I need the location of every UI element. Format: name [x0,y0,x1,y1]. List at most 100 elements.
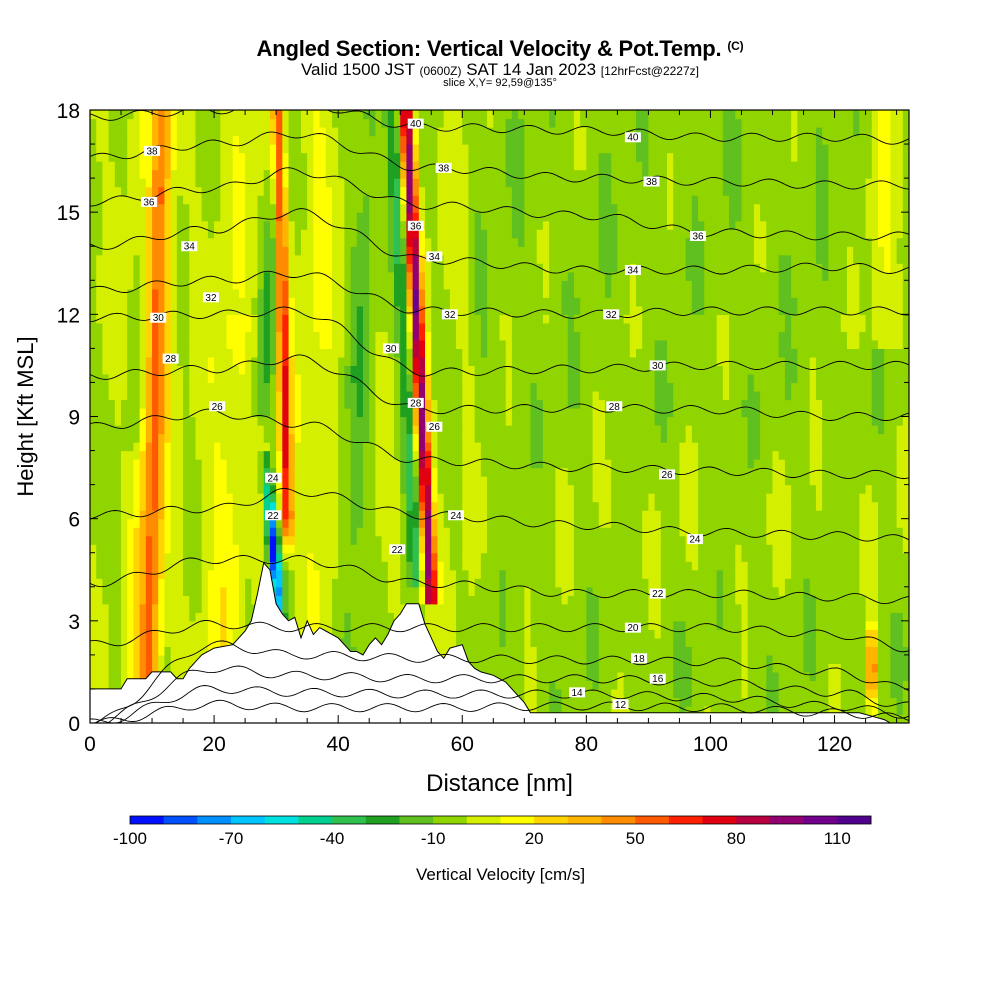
velocity-cell-962 [170,493,178,503]
velocity-cell-1871 [245,110,252,120]
velocity-cell-3265 [369,501,376,511]
velocity-cell-1997 [257,263,265,273]
velocity-cell-2795 [325,212,333,222]
velocity-cell-3479 [387,518,395,528]
velocity-cell-2046 [263,459,271,469]
velocity-cell-3068 [350,339,358,349]
velocity-cell-884 [164,544,172,554]
velocity-cell-1627 [226,348,234,358]
velocity-cell-1382 [207,595,215,605]
velocity-cell-4005 [431,331,439,341]
velocity-cell-1170 [189,561,197,571]
velocity-cell-4503 [474,382,482,392]
velocity-cell-660 [145,612,153,622]
velocity-cell-4112 [443,646,451,656]
velocity-cell-551 [133,314,141,324]
velocity-cell-4548 [480,612,488,622]
velocity-cell-4147 [443,348,451,358]
velocity-cell-3835 [418,552,426,562]
velocity-cell-2035 [263,552,271,562]
velocity-cell-536 [133,442,141,452]
velocity-cell-4290 [456,356,463,367]
velocity-cell-2787 [325,280,333,290]
velocity-cell-3939 [425,280,432,290]
velocity-cell-2805 [325,127,333,137]
velocity-cell-4296 [456,305,463,315]
velocity-cell-3694 [406,527,414,537]
velocity-cell-2328 [288,510,296,520]
velocity-cell-3660 [400,203,408,213]
velocity-cell-850 [158,220,166,230]
velocity-cell-2531 [307,620,314,630]
velocity-cell-4117 [443,603,451,613]
velocity-cell-2910 [338,459,345,469]
velocity-cell-4877 [505,263,513,273]
velocity-cell-2978 [344,493,352,503]
velocity-cell-1192 [189,373,197,384]
velocity-cell-113 [96,365,103,375]
velocity-cell-3135 [356,382,364,392]
velocity-cell-3518 [387,186,395,196]
velocity-cell-4236 [449,203,457,213]
velocity-cell-3299 [369,212,376,222]
velocity-cell-341 [114,263,122,273]
velocity-cell-4309 [456,195,463,205]
velocity-cell-2582 [307,186,314,196]
velocity-cell-2850 [331,356,339,367]
velocity-cell-4247 [449,110,457,120]
velocity-cell-575 [133,110,141,120]
velocity-cell-1711 [232,246,240,256]
velocity-cell-49 [90,297,97,307]
velocity-cell-1932 [251,203,259,213]
velocity-cell-55 [90,246,97,256]
velocity-cell-51 [90,280,97,290]
velocity-cell-1325 [201,467,209,477]
velocity-cell-1277 [195,263,203,273]
velocity-cell-1992 [257,305,265,315]
velocity-cell-1292 [195,135,203,145]
velocity-cell-173 [102,467,110,477]
velocity-cell-298 [114,629,122,639]
velocity-cell-1383 [207,586,215,596]
velocity-cell-213 [102,127,110,137]
velocity-cell-668 [145,544,153,554]
velocity-cell-1525 [220,603,228,613]
velocity-cell-176 [102,442,110,452]
velocity-cell-4279 [456,450,463,460]
velocity-cell-1367 [201,110,209,120]
velocity-cell-3504 [387,305,395,315]
velocity-cell-4575 [480,382,488,392]
velocity-cell-77 [96,671,103,682]
velocity-cell-4353 [462,433,470,443]
velocity-cell-4678 [487,118,494,128]
velocity-cell-3925 [425,399,432,409]
velocity-cell-1688 [232,442,240,452]
velocity-cell-3544 [394,578,401,588]
velocity-cell-4513 [474,297,482,307]
velocity-cell-831 [158,382,166,392]
velocity-cell-1200 [189,305,197,315]
velocity-cell-4775 [499,518,507,528]
velocity-cell-4588 [480,271,488,281]
velocity-cell-4557 [480,535,488,545]
velocity-cell-3872 [418,237,426,247]
velocity-cell-4401 [468,637,476,647]
velocity-cell-3268 [369,476,376,486]
velocity-cell-680 [145,442,153,452]
velocity-cell-817 [158,501,166,511]
velocity-cell-2998 [344,322,352,332]
velocity-cell-2681 [319,569,327,579]
velocity-cell-1707 [232,280,240,290]
velocity-cell-4657 [487,297,494,307]
velocity-cell-1756 [238,476,246,486]
velocity-cell-1753 [238,501,246,511]
velocity-cell-1755 [238,484,246,494]
velocity-cell-1616 [226,442,234,452]
velocity-cell-385 [121,501,128,511]
velocity-cell-3643 [400,348,408,358]
velocity-cell-2337 [288,433,296,443]
velocity-cell-1790 [238,186,246,196]
velocity-cell-4703 [493,518,501,528]
velocity-cell-399 [121,382,128,392]
velocity-cell-2723 [319,212,327,222]
